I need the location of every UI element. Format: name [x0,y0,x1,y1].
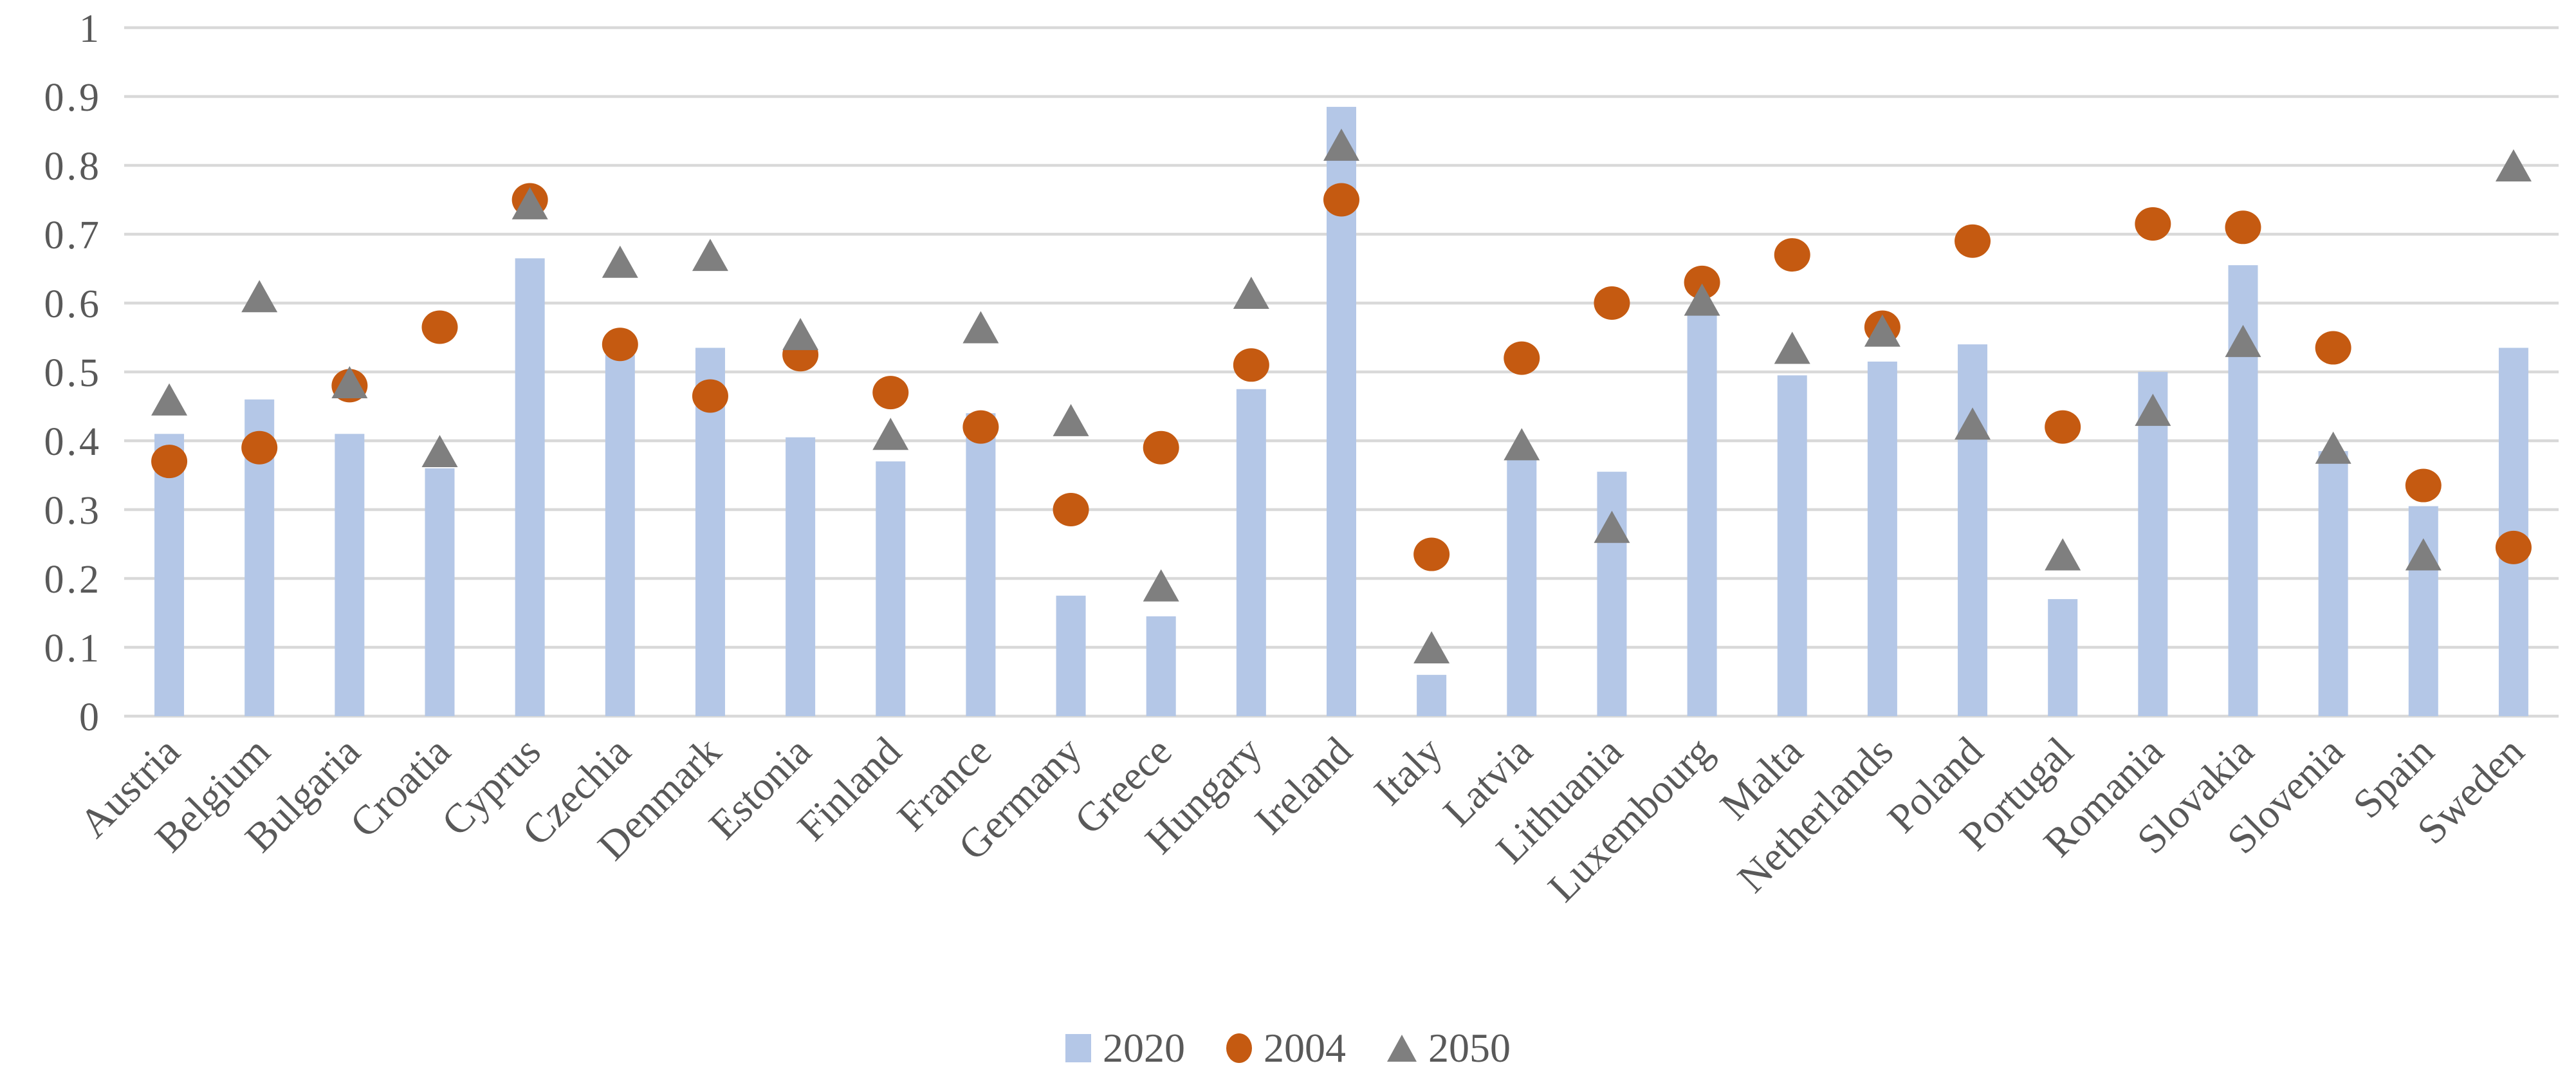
marker-2004-Lithuania [1594,286,1630,320]
bar-2020-Poland [1958,344,1988,716]
marker-2004-Spain [2405,468,2442,503]
legend-item-2004: 2004 [1226,1024,1346,1072]
marker-2004-Germany [1053,493,1089,526]
bar-2020-Slovenia [2318,451,2348,716]
marker-2050-France [962,311,999,344]
marker-2004-Latvia [1504,341,1540,375]
bar-2020-Lithuania [1597,472,1627,716]
bar-2020-Netherlands [1867,361,1897,716]
marker-2050-Croatia [421,435,458,468]
bar-2020-Luxembourg [1687,313,1717,716]
bar-2020-Estonia [786,437,816,716]
marker-2050-Latvia [1504,428,1540,461]
y-tick-0.4: 0.4 [44,420,102,464]
marker-2004-Slovakia [2225,210,2261,245]
marker-2004-Hungary [1233,348,1269,382]
bar-2020-Latvia [1507,454,1537,716]
marker-2004-Slovenia [2315,331,2351,365]
bar-2020-Germany [1056,595,1086,716]
marker-2004-Ireland [1323,183,1359,217]
bar-2020-Cyprus [515,258,545,716]
marker-2004-Greece [1143,430,1179,465]
legend-circle-swatch-icon [1226,1033,1252,1063]
marker-2050-Belgium [241,280,278,313]
marker-2050-Bulgaria [331,366,368,399]
marker-2050-Romania [2135,393,2171,426]
marker-2050-Hungary [1233,276,1269,309]
x-label-Finland: Finland [789,728,910,849]
legend-item-2020: 2020 [1065,1024,1185,1072]
marker-2050-Slovakia [2225,324,2261,357]
legend-bar-swatch-icon [1065,1034,1091,1062]
bar-2020-Hungary [1236,389,1266,716]
bar-2020-Portugal [2048,599,2078,716]
y-tick-0.8: 0.8 [44,145,102,189]
marker-2004-Finland [872,376,909,410]
marker-2050-Czechia [602,245,638,278]
bar-2020-Italy [1417,674,1447,716]
legend: 2020 2004 2050 [0,1024,2576,1072]
y-tick-0.2: 0.2 [44,558,102,602]
marker-2004-Poland [1955,224,1991,258]
y-tick-0.9: 0.9 [44,76,102,120]
x-label-Ireland: Ireland [1246,728,1361,843]
legend-label-2020: 2020 [1103,1025,1185,1071]
x-label-Croatia: Croatia [341,728,459,846]
marker-2050-Greece [1143,569,1179,602]
marker-2050-Slovenia [2315,431,2351,464]
marker-2004-Croatia [421,310,458,344]
bar-2020-Malta [1777,375,1807,716]
marker-2050-Lithuania [1594,510,1630,543]
marker-2050-Poland [1955,407,1991,440]
bar-2020-Austria [154,434,185,716]
legend-item-2050: 2050 [1387,1024,1511,1072]
marker-2050-Finland [872,418,909,450]
y-tick-0.7: 0.7 [44,214,102,257]
y-tick-1: 1 [79,7,102,51]
marker-2050-Netherlands [1864,314,1900,347]
bar-2020-Bulgaria [335,434,365,716]
bar-2020-Czechia [605,355,635,716]
bar-2020-France [966,413,996,716]
y-tick-0.3: 0.3 [44,489,102,533]
marker-2050-Sweden [2495,149,2532,181]
marker-2050-Germany [1053,403,1089,436]
bar-2020-Croatia [425,468,455,716]
marker-2004-Belgium [241,430,278,465]
marker-2050-Ireland [1323,128,1359,161]
marker-2050-Denmark [692,239,728,272]
bar-2020-Finland [876,461,906,716]
marker-2050-Cyprus [511,187,548,219]
marker-2004-Austria [151,445,188,479]
bar-2020-Greece [1146,616,1176,716]
bar-2020-Spain [2408,506,2438,716]
marker-2050-Italy [1413,631,1450,663]
marker-2004-Sweden [2495,530,2532,564]
marker-2004-Czechia [602,328,638,362]
y-tick-0.5: 0.5 [44,351,102,395]
marker-2050-Malta [1774,331,1810,364]
marker-2050-Austria [151,383,188,416]
marker-2004-Malta [1774,238,1810,272]
marker-2004-Romania [2135,207,2171,241]
marker-2004-Portugal [2045,410,2081,444]
marker-2050-Portugal [2045,538,2081,571]
marker-2050-Spain [2405,538,2442,571]
y-tick-0: 0 [79,696,102,739]
y-tick-0.6: 0.6 [44,282,102,326]
marker-2050-Estonia [782,318,819,351]
marker-2004-Italy [1413,537,1450,571]
marker-2004-France [962,410,999,444]
legend-triangle-swatch-icon [1387,1035,1417,1062]
legend-label-2050: 2050 [1428,1025,1511,1071]
marker-2004-Luxembourg [1684,265,1720,299]
y-tick-0.1: 0.1 [44,627,102,670]
legend-label-2004: 2004 [1264,1025,1346,1071]
bar-2020-Romania [2138,372,2168,716]
marker-2050-Luxembourg [1684,283,1720,316]
marker-2004-Denmark [692,379,728,413]
